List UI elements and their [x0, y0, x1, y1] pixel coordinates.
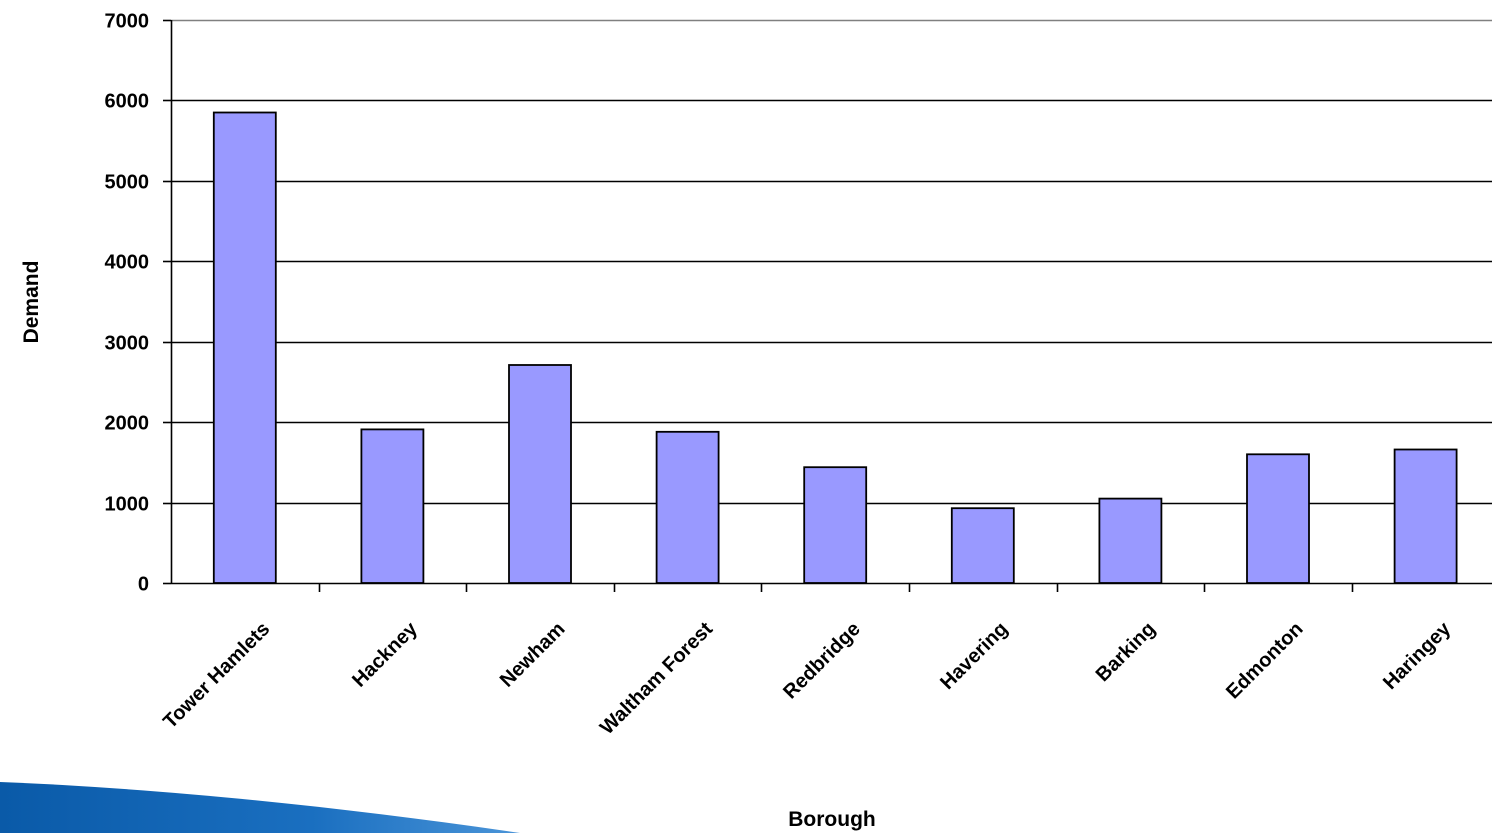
bars	[212, 111, 1458, 584]
bar-redbridge	[803, 466, 868, 584]
bar-barking	[1098, 497, 1163, 584]
axes	[163, 19, 1492, 592]
y-tick-label: 0	[138, 574, 149, 596]
x-tick-label: Hackney	[348, 617, 422, 691]
x-tick-label: Waltham Forest	[596, 618, 717, 739]
bar-tower-hamlets	[212, 111, 277, 584]
x-tick-label: Redbridge	[779, 618, 864, 703]
x-tick-label: Haringey	[1379, 617, 1456, 694]
x-tick-label: Tower Hamlets	[159, 618, 274, 733]
corner-swoosh-decoration	[0, 782, 520, 833]
bar-waltham-forest	[655, 430, 720, 584]
x-tick-labels: Tower Hamlets Hackney Newham Waltham Forest…	[159, 617, 1456, 739]
x-tick-label: Edmonton	[1222, 618, 1307, 703]
gridlines	[171, 19, 1492, 505]
y-tick-label: 7000	[105, 11, 150, 33]
y-tick-label: 3000	[105, 333, 150, 355]
y-axis-title: Demand	[20, 261, 43, 344]
bar-newham	[508, 364, 572, 584]
x-tick-label: Newham	[496, 618, 570, 692]
y-tick-label: 6000	[105, 91, 150, 113]
y-tick-label: 4000	[105, 252, 150, 274]
bar-hackney	[360, 428, 425, 584]
bar-havering	[950, 507, 1015, 584]
y-tick-label: 5000	[105, 172, 150, 194]
y-tick-label: 1000	[105, 494, 150, 516]
bar-haringey	[1393, 448, 1458, 584]
x-tick-label: Barking	[1092, 618, 1160, 686]
y-tick-labels: 0 1000 2000 3000 4000 5000 6000 7000	[105, 11, 150, 596]
y-tick-label: 2000	[105, 413, 150, 435]
bar-edmonton	[1246, 453, 1310, 584]
x-tick-label: Havering	[936, 618, 1012, 694]
x-axis-title: Borough	[788, 808, 875, 831]
